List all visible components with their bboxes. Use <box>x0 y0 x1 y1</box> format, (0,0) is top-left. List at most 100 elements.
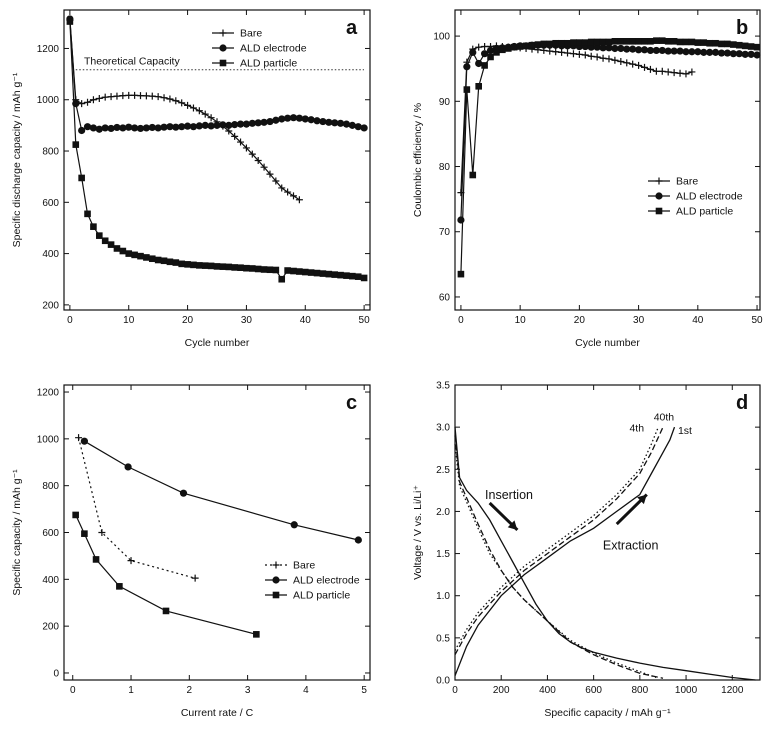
data-point <box>682 38 690 46</box>
data-point <box>295 114 303 122</box>
data-point <box>237 264 244 271</box>
data-point <box>83 123 92 131</box>
data-point <box>154 256 162 264</box>
data-point <box>724 40 731 48</box>
data-point <box>552 39 559 47</box>
data-point <box>89 124 98 132</box>
data-point <box>688 68 696 76</box>
x-tick-label: 1200 <box>721 685 744 696</box>
y-tick-label: 3.0 <box>436 423 450 434</box>
data-point <box>290 267 297 275</box>
panel-letter: c <box>346 392 357 414</box>
data-point <box>92 556 100 563</box>
data-point <box>487 53 494 61</box>
data-point <box>172 259 180 266</box>
data-point <box>179 489 188 497</box>
data-point <box>623 38 631 45</box>
data-point <box>172 97 180 105</box>
legend-label: ALD electrode <box>293 575 360 587</box>
data-point <box>741 50 749 58</box>
data-point <box>682 70 690 78</box>
legend-marker <box>272 561 280 569</box>
data-point <box>605 55 613 63</box>
legend-label: Bare <box>293 560 315 572</box>
data-point <box>290 521 298 529</box>
data-point <box>664 68 672 76</box>
data-point <box>201 110 209 118</box>
data-point <box>313 117 321 125</box>
x-tick-label: 0 <box>458 315 464 326</box>
data-point <box>278 275 286 283</box>
data-point <box>623 45 631 53</box>
data-point <box>481 50 489 58</box>
y-axis-label: Coulombic efficiency / % <box>412 103 424 217</box>
data-point <box>119 92 127 100</box>
data-point <box>254 157 262 165</box>
panel-d: 0 200 400 600 800 1000 1200 0.0 0.5 1.0 1.5 2.0 2.5 3… <box>412 381 761 719</box>
data-point <box>148 123 156 132</box>
data-point <box>611 44 619 53</box>
data-point <box>360 274 368 282</box>
data-point <box>84 98 92 106</box>
data-point <box>688 48 696 56</box>
data-point <box>254 265 262 273</box>
y-tick-label: 2.5 <box>436 465 450 476</box>
data-point <box>127 557 135 565</box>
panel-c: 0 1 2 3 4 5 0 200 400 600 800 1000 1200 Current rate … <box>11 384 371 719</box>
theoretical-capacity-label: Theoretical Capacity <box>84 56 180 68</box>
data-point <box>307 269 315 276</box>
data-point <box>463 86 471 93</box>
x-tick-label: 600 <box>585 685 602 696</box>
series-line-ald-electrode <box>69 18 365 132</box>
series-line-1st-charge <box>454 426 676 677</box>
data-point <box>160 123 168 131</box>
data-point <box>481 62 488 69</box>
data-point <box>272 266 280 274</box>
series-line-4th-discharge <box>454 435 664 679</box>
data-point <box>195 107 203 115</box>
data-point <box>119 247 127 255</box>
data-point <box>735 41 743 49</box>
data-point <box>113 92 121 100</box>
data-point <box>599 38 607 46</box>
data-point <box>190 261 197 269</box>
data-point <box>90 223 97 230</box>
curve-annotation: Extraction <box>603 538 659 552</box>
data-point <box>101 124 109 132</box>
y-tick-label: 200 <box>42 300 59 311</box>
data-point <box>700 39 708 46</box>
legend-marker <box>219 29 227 37</box>
data-point <box>231 264 238 271</box>
series-line-bare <box>78 437 196 579</box>
y-tick-label: 800 <box>42 147 59 158</box>
data-point <box>142 124 150 132</box>
data-point <box>313 269 321 277</box>
curve-annotation: 4th <box>629 422 644 434</box>
data-point <box>564 49 572 57</box>
data-point <box>694 39 702 46</box>
panel-letter: d <box>736 392 748 414</box>
data-point <box>78 174 85 182</box>
data-point <box>219 263 227 270</box>
curve-annotation: 1st <box>678 425 692 437</box>
data-point <box>712 39 719 47</box>
data-point <box>682 48 690 56</box>
data-point <box>143 254 150 261</box>
data-point <box>178 99 186 107</box>
data-point <box>207 262 215 270</box>
data-point <box>266 266 274 274</box>
x-tick-label: 10 <box>515 315 527 326</box>
panel-b: 0 10 20 30 40 50 60 70 80 90 100 Cycle number Coulom… <box>412 9 763 349</box>
legend-label: ALD particle <box>293 590 350 602</box>
x-tick-label: 40 <box>692 315 704 326</box>
data-point <box>457 270 465 278</box>
legend-marker <box>655 192 663 200</box>
data-point <box>266 170 274 178</box>
data-point <box>576 39 583 46</box>
data-point <box>207 122 215 130</box>
data-point <box>629 60 637 68</box>
panel-a: 0 10 20 30 40 50 200 400 600 800 1000 1200 Cycle num… <box>11 9 371 349</box>
x-tick-label: 800 <box>632 685 649 696</box>
data-point <box>611 56 619 64</box>
